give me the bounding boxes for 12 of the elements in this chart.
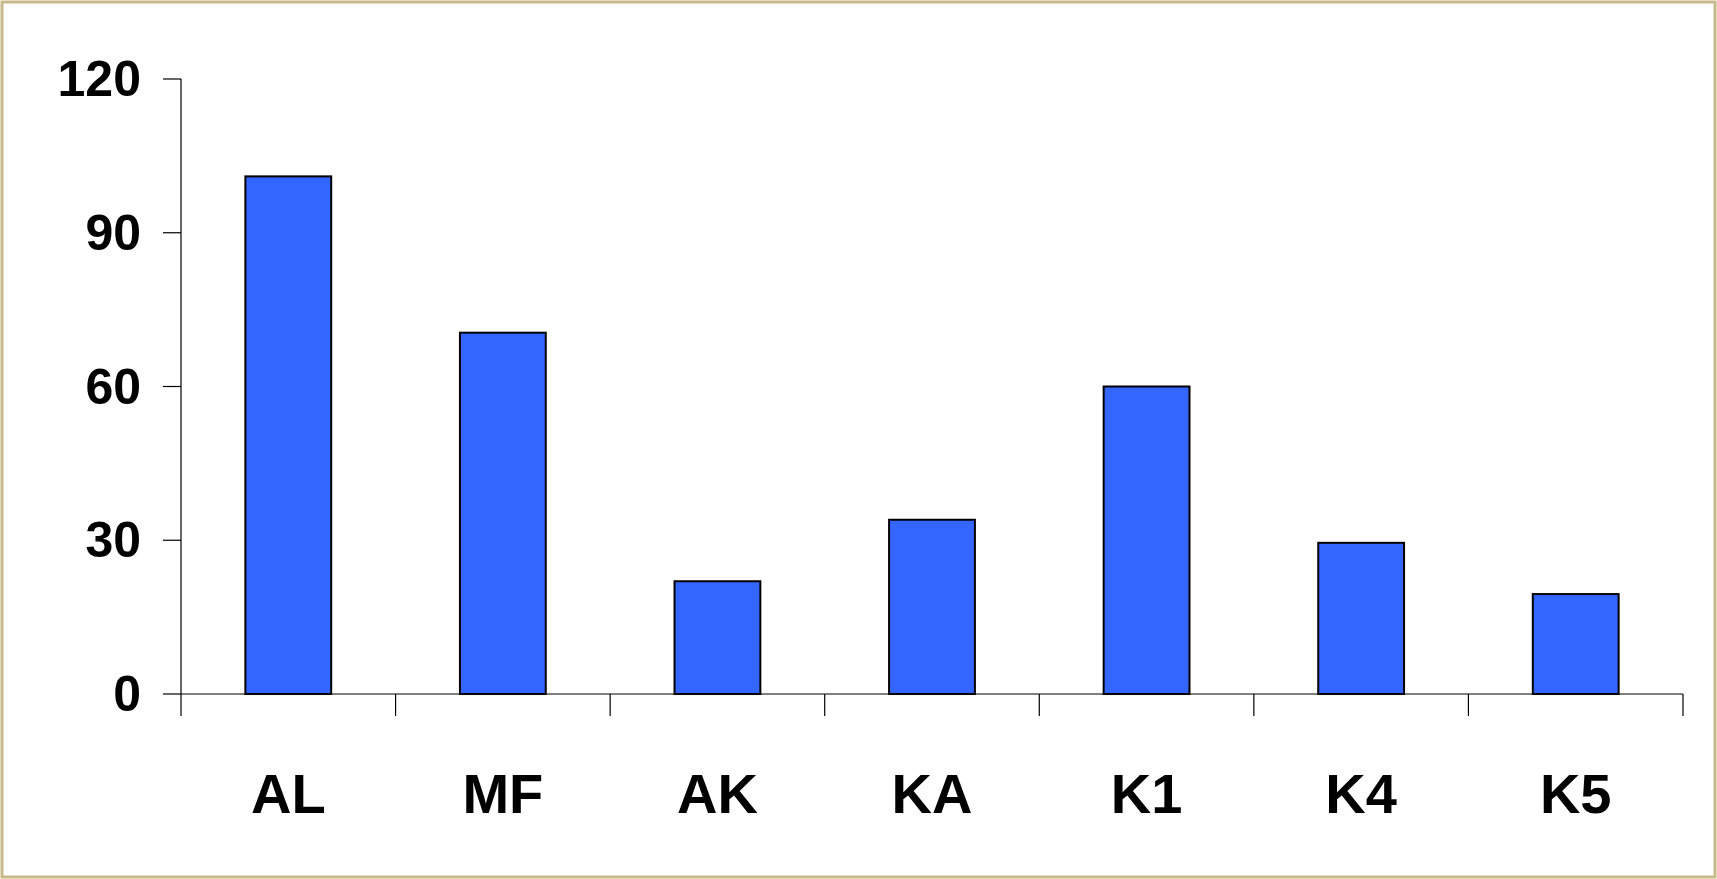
x-tick-label: MF — [462, 761, 544, 825]
x-tick-label: AK — [676, 761, 758, 825]
x-tick-label: K4 — [1325, 761, 1397, 825]
y-tick-label: 120 — [57, 51, 141, 107]
y-tick-label: 60 — [85, 358, 141, 415]
x-tick-label: KA — [891, 761, 973, 825]
x-tick-label: AL — [250, 761, 326, 825]
y-tick-label: 0 — [113, 666, 141, 722]
y-tick-label: 30 — [85, 512, 141, 569]
y-tick-label: 90 — [85, 204, 141, 261]
x-tick-label: K1 — [1110, 761, 1183, 825]
x-tick-label: K5 — [1539, 761, 1612, 825]
